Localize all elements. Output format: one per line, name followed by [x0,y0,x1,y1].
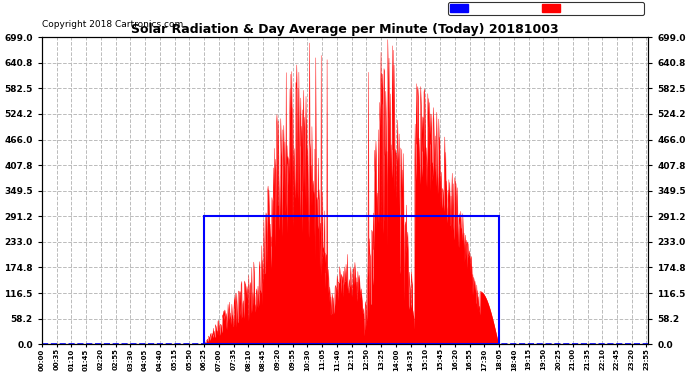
Text: Copyright 2018 Cartronics.com: Copyright 2018 Cartronics.com [42,20,183,29]
Bar [204,216,499,344]
Legend: Median (W/m2), Radiation (W/m2): Median (W/m2), Radiation (W/m2) [448,2,644,15]
Title: Solar Radiation & Day Average per Minute (Today) 20181003: Solar Radiation & Day Average per Minute… [131,23,559,36]
